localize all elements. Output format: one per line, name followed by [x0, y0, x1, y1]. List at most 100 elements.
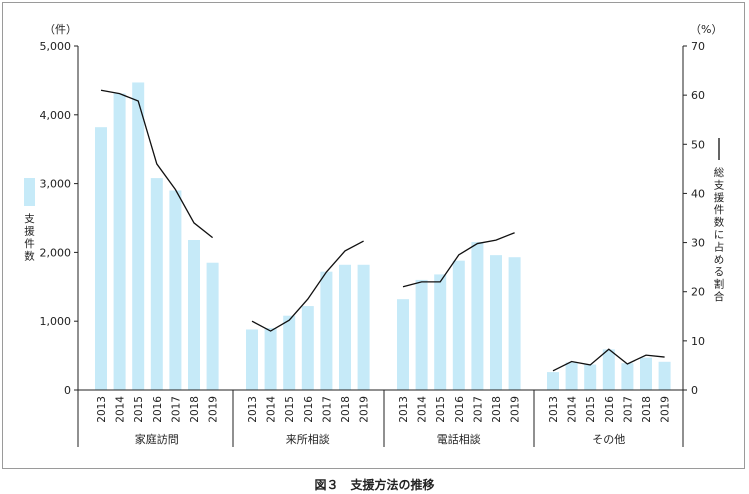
right-unit-label: （%） — [690, 23, 722, 36]
right-tick-label: 60 — [691, 89, 705, 102]
right-tick-label: 50 — [691, 138, 705, 151]
right-tick-label: 70 — [691, 40, 705, 53]
bar — [621, 363, 634, 390]
left-axis-label-char: 支 — [24, 213, 35, 225]
year-tick-label: 2019 — [510, 396, 522, 423]
year-tick-label: 2015 — [284, 396, 296, 423]
bar — [508, 257, 521, 390]
bar — [452, 260, 465, 390]
left-tick-label: 1,000 — [40, 315, 72, 328]
bar — [132, 82, 145, 391]
group-label: 家庭訪問 — [135, 432, 179, 446]
share-line-series — [251, 240, 364, 332]
bar — [415, 279, 428, 390]
year-tick-label: 2014 — [266, 396, 278, 423]
group-label: 電話相談 — [437, 432, 481, 446]
year-tick-label: 2017 — [472, 396, 484, 423]
year-tick-label: 2016 — [454, 396, 466, 423]
bar — [434, 274, 447, 390]
bar — [357, 264, 370, 390]
bar — [95, 127, 107, 391]
year-tick-label: 2018 — [189, 396, 201, 423]
bar — [658, 361, 671, 390]
year-tick-label: 2014 — [417, 396, 429, 423]
bar — [397, 299, 409, 390]
year-tick-label: 2017 — [321, 396, 333, 423]
year-tick-label: 2018 — [340, 396, 352, 423]
bar — [640, 357, 652, 390]
right-axis-label-char: 数 — [714, 216, 725, 229]
year-tick-label: 2013 — [398, 396, 410, 423]
share-line-series — [402, 232, 515, 288]
right-axis-label-char: 合 — [714, 290, 725, 303]
year-tick-label: 2014 — [115, 396, 127, 423]
left-unit-label: （件） — [44, 23, 77, 36]
left-axis-label-char: 数 — [24, 250, 35, 263]
right-axis-label-char: る — [714, 266, 725, 278]
share-line-series — [552, 348, 665, 372]
year-tick-label: 2016 — [604, 396, 616, 423]
bar — [264, 328, 277, 390]
year-tick-label: 2016 — [152, 396, 164, 423]
group-label: 来所相談 — [286, 432, 330, 446]
year-tick-label: 2014 — [567, 396, 579, 423]
bar — [565, 362, 578, 390]
year-tick-label: 2013 — [247, 396, 259, 423]
bar — [169, 190, 182, 390]
chart-svg: 0 1,000 2,000 3,000 4,000 5,000 0 10 20 30 40 50 60 7… — [24, 23, 725, 447]
right-axis-label-char: 割 — [714, 278, 725, 291]
left-axis-label-char: 援 — [24, 225, 35, 238]
year-tick-label: 2013 — [96, 396, 108, 423]
line-layer — [100, 89, 665, 372]
bar — [283, 315, 296, 390]
right-axis-label-char: に — [714, 229, 725, 241]
figure-caption: 図３ 支援方法の推移 — [314, 478, 435, 492]
bar — [301, 306, 314, 390]
left-tick-label: 3,000 — [40, 178, 72, 191]
axes-layer: 0 1,000 2,000 3,000 4,000 5,000 0 10 20 30 40 50 60 7… — [40, 40, 705, 447]
group-label: その他 — [592, 433, 625, 446]
left-axis-label-char: 件 — [24, 238, 35, 250]
bar — [150, 178, 163, 390]
year-tick-label: 2015 — [585, 396, 597, 423]
year-tick-label: 2015 — [133, 396, 145, 423]
year-tick-label: 2015 — [435, 396, 447, 423]
right-axis-label-char: め — [714, 254, 725, 266]
year-tick-label: 2019 — [660, 396, 672, 423]
bar — [602, 349, 615, 390]
bar — [339, 264, 351, 390]
left-tick-label: 5,000 — [40, 40, 72, 53]
year-tick-label: 2018 — [641, 396, 653, 423]
year-tick-label: 2016 — [303, 396, 315, 423]
right-axis-label-char: 占 — [714, 240, 725, 253]
right-axis-label-char: 件 — [714, 204, 725, 216]
left-tick-label: 2,000 — [40, 246, 72, 259]
bar — [584, 364, 597, 390]
right-tick-label: 40 — [691, 187, 705, 200]
right-tick-label: 20 — [691, 286, 705, 299]
year-tick-label: 2018 — [491, 396, 503, 423]
right-tick-label: 30 — [691, 237, 705, 250]
left-tick-label: 4,000 — [40, 109, 72, 122]
year-tick-label: 2019 — [359, 396, 371, 423]
left-tick-label: 0 — [64, 384, 71, 397]
bar — [113, 93, 126, 391]
bar — [547, 372, 559, 390]
right-axis-label-char: 支 — [714, 179, 725, 191]
bar-legend-swatch — [24, 178, 35, 206]
bar-layer — [95, 82, 671, 391]
bar — [188, 240, 200, 390]
year-tick-label: 2013 — [548, 396, 560, 423]
year-tick-label: 2017 — [622, 396, 634, 423]
share-line-series — [100, 89, 214, 239]
bar — [206, 262, 219, 390]
right-axis-label-char: 援 — [714, 191, 725, 204]
bar — [320, 271, 333, 390]
bar — [490, 255, 502, 390]
year-tick-label: 2017 — [170, 396, 182, 423]
right-tick-label: 10 — [691, 335, 705, 348]
right-axis-label-char: 総 — [714, 166, 725, 179]
